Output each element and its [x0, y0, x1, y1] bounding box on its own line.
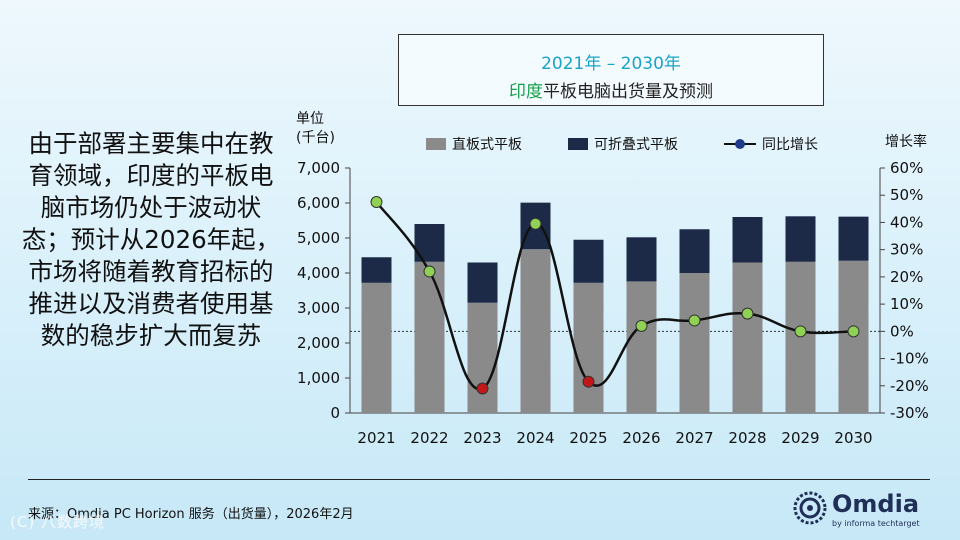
- bar-slate: [361, 282, 392, 413]
- bar-detachable: [361, 257, 392, 283]
- y2-tick-label: -20%: [890, 377, 929, 395]
- growth-marker: [423, 265, 436, 278]
- y-tick-label: 7,000: [297, 159, 340, 177]
- omdia-logo-icon: [793, 491, 827, 525]
- x-tick-label: 2027: [675, 429, 713, 447]
- x-tick-label: 2025: [569, 429, 607, 447]
- y-tick-label: 2,000: [297, 334, 340, 352]
- bar-slate: [520, 249, 551, 413]
- legend-label-detachable: 可折叠式平板: [594, 137, 678, 153]
- y-axis-unit-label: 单位 (千台): [296, 110, 335, 148]
- legend-item-slate: 直板式平板: [426, 134, 522, 154]
- y-tick-label: 4,000: [297, 264, 340, 282]
- growth-marker: [847, 325, 860, 338]
- growth-marker: [529, 217, 542, 230]
- unit-line2: (千台): [296, 130, 335, 146]
- legend-item-detachable: 可折叠式平板: [568, 134, 678, 154]
- bar-detachable: [785, 216, 816, 262]
- x-tick-label: 2030: [834, 429, 872, 447]
- unit-line1: 单位: [296, 111, 324, 127]
- logo-sub: by informa techtarget: [832, 519, 920, 528]
- bar-detachable: [838, 216, 869, 261]
- footer-divider: [28, 479, 930, 480]
- y2-tick-label: 20%: [890, 268, 923, 286]
- y2-tick-label: 0%: [890, 322, 914, 340]
- y-tick-label: 6,000: [297, 194, 340, 212]
- bar-slate: [732, 262, 763, 413]
- growth-marker: [794, 325, 807, 338]
- legend-line-icon: [724, 138, 756, 150]
- bar-detachable: [732, 217, 763, 263]
- bar-slate: [679, 273, 710, 413]
- watermark: (C) 八数跨境: [10, 513, 105, 531]
- growth-marker: [582, 375, 595, 388]
- source-note: 来源：Omdia PC Horizon 服务（出货量），2026年2月: [28, 507, 354, 522]
- y2-tick-label: 30%: [890, 241, 923, 259]
- x-tick-label: 2026: [622, 429, 660, 447]
- x-tick-label: 2021: [357, 429, 395, 447]
- legend-label-yoy: 同比增长: [762, 137, 818, 153]
- chart-title-years: 2021年 – 2030年: [541, 54, 681, 74]
- omdia-logo: Omdia by informa techtarget: [792, 490, 942, 530]
- lead-text: 由于部署主要集中在教育领域，印度的平板电脑市场仍处于波动状态；预计从2026年起…: [21, 129, 281, 350]
- logo-name: Omdia: [832, 490, 920, 518]
- bar-detachable: [573, 239, 604, 283]
- growth-line: [375, 201, 854, 391]
- legend-item-yoy: 同比增长: [724, 134, 818, 154]
- bar-detachable: [679, 229, 710, 273]
- bar-slate: [573, 282, 604, 413]
- y-tick-label: 1,000: [297, 369, 340, 387]
- bar-detachable: [467, 262, 498, 303]
- x-tick-label: 2029: [781, 429, 819, 447]
- y-tick-label: 3,000: [297, 299, 340, 317]
- bar-slate: [626, 281, 657, 413]
- growth-marker: [688, 314, 701, 327]
- x-tick-label: 2023: [463, 429, 501, 447]
- growth-marker: [635, 319, 648, 332]
- x-tick-label: 2028: [728, 429, 766, 447]
- legend-swatch-slate: [426, 138, 446, 150]
- growth-marker: [741, 307, 754, 320]
- x-tick-label: 2024: [516, 429, 554, 447]
- bar-slate: [467, 302, 498, 413]
- y-tick-label: 0: [330, 404, 340, 422]
- y2-tick-label: -10%: [890, 350, 929, 368]
- y2-tick-label: -30%: [890, 404, 929, 422]
- legend-label-slate: 直板式平板: [452, 137, 522, 153]
- bar-slate: [414, 261, 445, 413]
- growth-marker: [476, 382, 489, 395]
- title-country: 印度: [509, 82, 543, 102]
- title-rest: 平板电脑出货量及预测: [543, 82, 713, 102]
- chart-title-box: 2021年 – 2030年 印度平板电脑出货量及预测: [398, 34, 824, 106]
- y2-tick-label: 10%: [890, 295, 923, 313]
- y2-tick-label: 40%: [890, 213, 923, 231]
- y-tick-label: 5,000: [297, 229, 340, 247]
- y2-axis-label: 增长率: [885, 134, 927, 150]
- x-tick-label: 2022: [410, 429, 448, 447]
- y2-tick-label: 50%: [890, 186, 923, 204]
- growth-marker: [370, 196, 383, 209]
- y2-tick-label: 60%: [890, 159, 923, 177]
- chart-title-subject: 印度平板电脑出货量及预测: [399, 77, 823, 102]
- legend-swatch-detachable: [568, 138, 588, 150]
- bar-detachable: [626, 237, 657, 282]
- bar-slate: [785, 261, 816, 413]
